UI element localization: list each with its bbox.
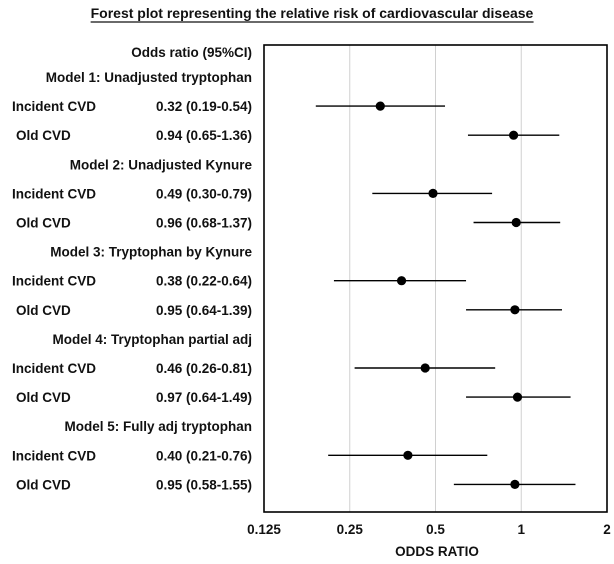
- chart-title: Forest plot representing the relative ri…: [91, 5, 534, 21]
- x-tick-label: 1: [517, 522, 525, 537]
- row-label: Incident CVD: [12, 186, 96, 201]
- markers: [315, 101, 576, 489]
- row-label: Old CVD: [16, 216, 71, 231]
- ci-text: 0.38 (0.22-0.64): [156, 274, 252, 289]
- column-header: Odds ratio (95%CI): [131, 45, 252, 60]
- row-label: Old CVD: [16, 128, 71, 143]
- point-estimate: [403, 450, 413, 460]
- row-label: Incident CVD: [12, 361, 96, 376]
- ci-text: 0.95 (0.64-1.39): [156, 303, 252, 318]
- x-tick-label: 2: [603, 522, 611, 537]
- x-axis-title: ODDS RATIO: [395, 544, 479, 559]
- x-axis-ticks: 0.125 0.25 0.5 1 2: [247, 522, 611, 537]
- point-estimate: [510, 305, 520, 315]
- model-header: Model 5: Fully adj tryptophan: [64, 419, 252, 434]
- point-estimate: [511, 217, 521, 228]
- row-label: Old CVD: [16, 390, 71, 405]
- row-label: Incident CVD: [12, 274, 96, 289]
- model-header: Model 1: Unadjusted tryptophan: [46, 70, 252, 85]
- row-label: Old CVD: [16, 477, 71, 492]
- model-header: Model 2: Unadjusted Kynure: [70, 157, 253, 172]
- plot-frame: [263, 44, 608, 513]
- point-estimate: [510, 479, 520, 489]
- x-tick-label: 0.5: [426, 522, 445, 537]
- row-label: Incident CVD: [12, 448, 96, 463]
- ci-text: 0.96 (0.68-1.37): [156, 216, 252, 231]
- ci-text: 0.95 (0.58-1.55): [156, 477, 252, 492]
- x-tick-label: 0.125: [247, 522, 281, 537]
- point-estimate: [420, 363, 430, 373]
- ci-text: 0.49 (0.30-0.79): [156, 186, 252, 201]
- ci-text: 0.32 (0.19-0.54): [156, 99, 252, 114]
- ci-text: 0.97 (0.64-1.49): [156, 390, 252, 405]
- row-label: Incident CVD: [12, 99, 96, 114]
- point-estimate: [428, 188, 438, 198]
- ci-text: 0.94 (0.65-1.36): [156, 128, 252, 143]
- point-estimate: [396, 276, 407, 286]
- point-estimate: [375, 101, 385, 111]
- rows: Model 1: Unadjusted tryptophan Incident C…: [12, 70, 252, 492]
- row-label: Old CVD: [16, 303, 71, 318]
- model-header: Model 3: Tryptophan by Kynure: [50, 245, 252, 260]
- ci-text: 0.46 (0.26-0.81): [156, 361, 252, 376]
- model-header: Model 4: Tryptophan partial adj: [52, 332, 252, 347]
- ci-text: 0.40 (0.21-0.76): [156, 448, 252, 463]
- x-tick-label: 0.25: [337, 522, 364, 537]
- point-estimate: [512, 392, 523, 402]
- point-estimate: [508, 130, 519, 140]
- gridlines: [349, 45, 522, 512]
